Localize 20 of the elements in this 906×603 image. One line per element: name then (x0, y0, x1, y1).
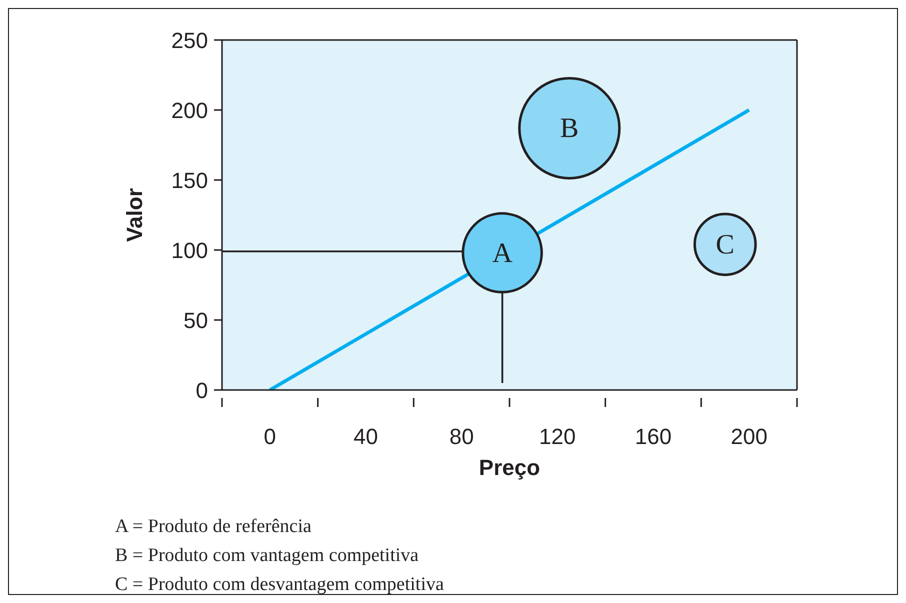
x-axis-title: Preço (478, 455, 540, 480)
y-tick-label: 0 (196, 378, 208, 403)
series-label: B (560, 113, 579, 144)
series-label: C (716, 229, 734, 260)
y-tick-label: 50 (184, 308, 208, 333)
y-tick-label: 250 (171, 28, 208, 53)
y-tick-label: 200 (171, 98, 208, 123)
x-tick-label: 80 (449, 424, 474, 449)
y-tick-label: 150 (171, 168, 208, 193)
x-tick-label: 200 (730, 424, 768, 449)
x-tick-label: 0 (264, 424, 276, 449)
y-tick-label: 100 (171, 238, 208, 263)
y-axis-title: Valor (122, 188, 147, 242)
text: A = Produto de referência (115, 515, 312, 539)
text: B = Produto com vantagem competitiva (115, 544, 420, 568)
x-tick-label: 160 (634, 424, 672, 449)
text: C = Produto com desvantagem competitiva (115, 573, 444, 597)
x-tick-label: 40 (354, 424, 378, 449)
x-tick-label: 120 (539, 424, 576, 449)
series-label: A (492, 238, 514, 269)
